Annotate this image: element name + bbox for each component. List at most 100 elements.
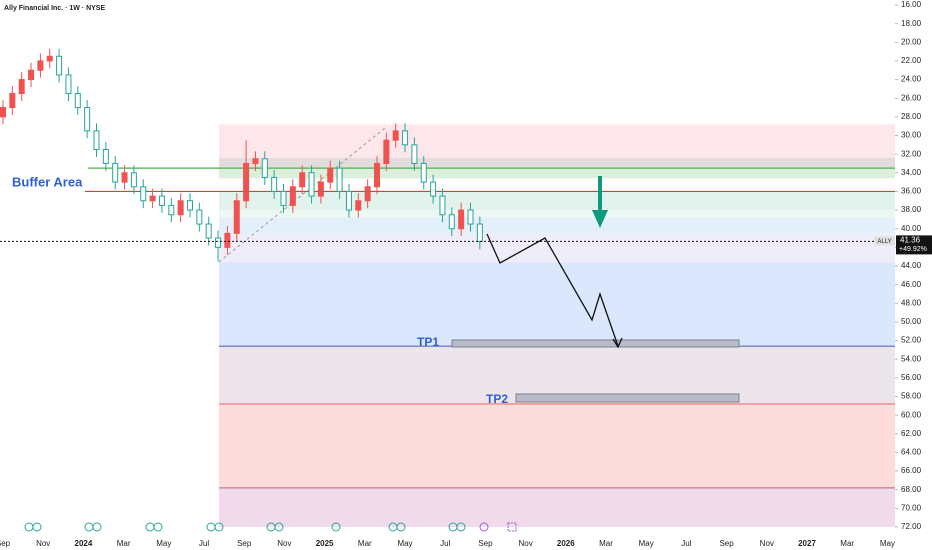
candle-body — [402, 130, 409, 146]
zone — [219, 233, 895, 263]
x-tick-label: Mar — [117, 539, 131, 548]
y-tick-label: 46.00 — [901, 280, 922, 289]
candle-body — [336, 167, 343, 192]
ticker-label: ALLY — [877, 239, 891, 245]
down-arrow-head — [592, 210, 608, 228]
y-tick-label: 18.00 — [901, 19, 922, 28]
zone — [219, 191, 895, 211]
tp2-label: TP2 — [486, 392, 508, 406]
x-tick-label: Mar — [599, 539, 613, 548]
x-tick-label: Mar — [358, 539, 372, 548]
event-icon — [396, 522, 406, 532]
x-tick-label: Nov — [518, 539, 532, 548]
candle-body — [102, 148, 109, 164]
projection-path — [486, 233, 619, 347]
candle-body — [28, 69, 35, 81]
x-tick-label: Nov — [760, 539, 774, 548]
x-tick-label: 2024 — [75, 539, 93, 548]
candle-body — [392, 130, 399, 141]
x-tick-label: Mar — [840, 539, 854, 548]
y-tick-label: 40.00 — [901, 224, 922, 233]
candle-body — [327, 167, 334, 183]
x-tick-label: Sep — [0, 539, 11, 548]
y-tick-label: 52.00 — [901, 336, 922, 345]
tp1-box — [451, 339, 740, 348]
candle-body — [243, 162, 250, 202]
zone — [219, 403, 895, 488]
x-tick-label: May — [156, 539, 171, 548]
candle-body — [112, 162, 119, 183]
candle-body — [252, 158, 259, 164]
candle-body — [261, 158, 268, 178]
y-tick-label: 44.00 — [901, 261, 922, 270]
candle-body — [411, 144, 418, 164]
y-tick-label: 32.00 — [901, 149, 922, 158]
event-icons — [24, 522, 517, 532]
chart-title: Ally Financial Inc. · 1W · NYSE — [4, 5, 105, 12]
y-tick-label: 26.00 — [901, 93, 922, 102]
candle-body — [187, 200, 193, 211]
candle-body — [0, 107, 6, 118]
tp2-box — [515, 393, 740, 403]
y-tick-label: 62.00 — [901, 429, 922, 438]
candles — [0, 48, 483, 262]
candle-body — [158, 195, 165, 206]
candle-body — [374, 162, 380, 188]
candle-body — [9, 93, 16, 109]
candle-body — [467, 209, 474, 225]
price-tag — [896, 235, 932, 255]
y-tick-label: 64.00 — [901, 448, 922, 457]
y-tick-label: 56.00 — [901, 373, 922, 382]
candle-body — [224, 232, 231, 248]
candle-body — [289, 186, 296, 206]
zone — [219, 210, 895, 218]
candle-body — [149, 195, 156, 202]
y-tick-label: 54.00 — [901, 354, 922, 363]
candle-body — [345, 190, 352, 211]
y-tick-label: 58.00 — [901, 392, 922, 401]
candle-body — [121, 172, 128, 183]
event-icon — [24, 522, 34, 532]
zone — [219, 217, 895, 234]
candle-body — [383, 139, 390, 164]
zone — [219, 168, 895, 179]
candle-body — [177, 200, 184, 216]
y-tick-label: 50.00 — [901, 317, 922, 326]
event-icon — [331, 522, 341, 532]
zone — [219, 157, 895, 169]
candle-body — [439, 195, 446, 216]
zone — [219, 124, 895, 158]
candle-body — [56, 55, 63, 76]
candle-body — [205, 223, 212, 239]
candle-body — [18, 79, 25, 95]
candle-body — [84, 107, 91, 132]
x-tick-label: Sep — [478, 539, 493, 548]
last-price-label: 41.36 — [900, 236, 921, 245]
x-tick-label: May — [397, 539, 412, 548]
candle-body — [233, 200, 240, 234]
x-tick-label: May — [880, 539, 895, 548]
candle-body — [196, 209, 203, 225]
y-tick-label: 28.00 — [901, 112, 922, 121]
candle-body — [476, 223, 483, 242]
y-tick-label: 68.00 — [901, 485, 922, 494]
y-tick-label: 20.00 — [901, 37, 922, 46]
event-icon — [153, 522, 163, 532]
event-icon — [456, 522, 466, 532]
candle-body — [74, 93, 81, 109]
event-icon — [145, 522, 155, 532]
candle-body — [280, 190, 287, 206]
y-tick-label: 22.00 — [901, 56, 922, 65]
projection-arrow — [612, 337, 623, 349]
x-tick-label: Jul — [440, 539, 450, 548]
x-tick-label: Sep — [719, 539, 734, 548]
x-tick-label: Jul — [681, 539, 691, 548]
candle-body — [317, 181, 324, 197]
x-tick-label: Nov — [36, 539, 50, 548]
candle-body — [168, 204, 175, 216]
candle-body — [458, 209, 465, 230]
price-axis — [895, 0, 932, 550]
candle-body — [215, 237, 222, 248]
